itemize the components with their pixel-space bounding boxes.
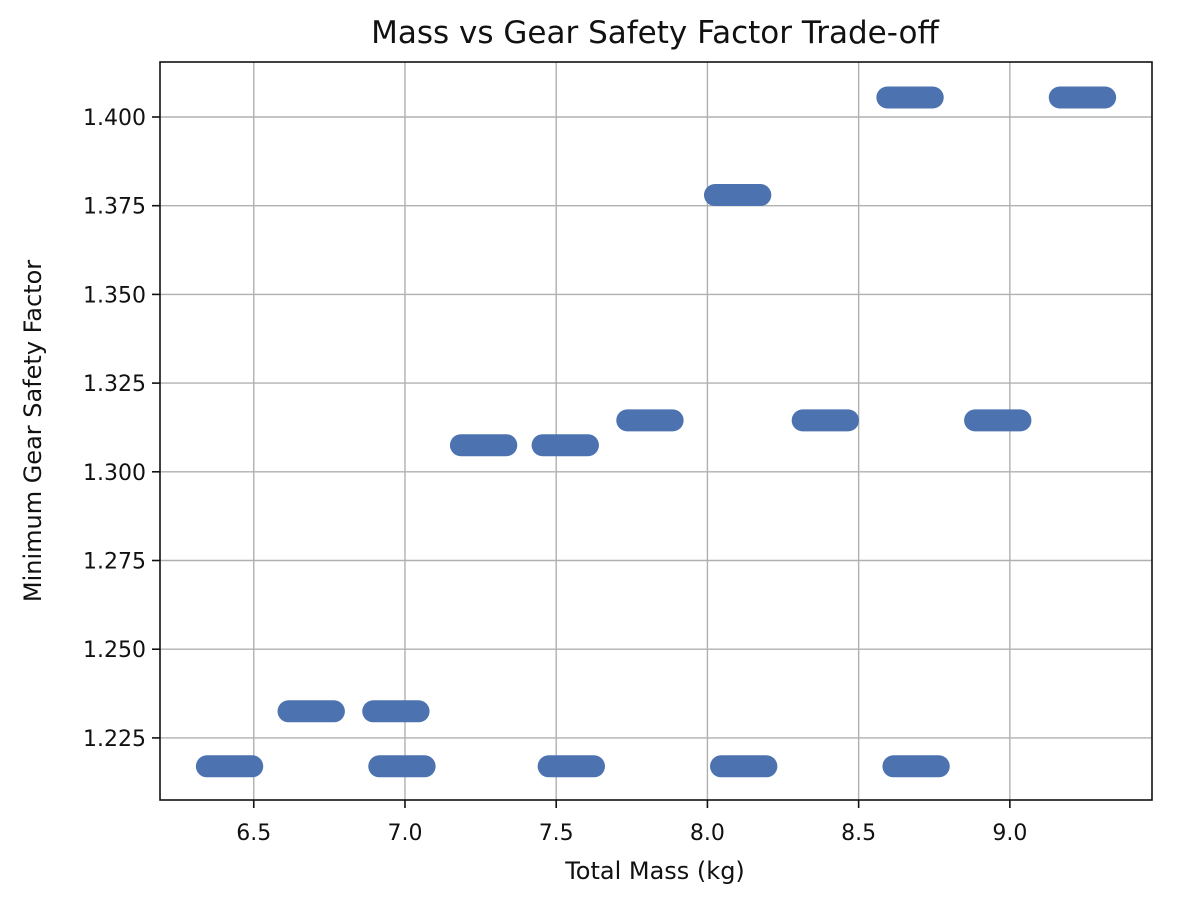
plot-frame bbox=[159, 61, 1153, 801]
x-tick-label: 8.5 bbox=[841, 821, 876, 846]
x-axis: 6.5 7.0 7.5 8.0 8.5 9.0 bbox=[236, 800, 1027, 846]
y-tick-label: 1.375 bbox=[83, 195, 146, 220]
y-axis-label: Minimum Gear Safety Factor bbox=[19, 260, 47, 602]
x-axis-label: Total Mass (kg) bbox=[564, 857, 745, 885]
x-tick-label: 7.5 bbox=[539, 821, 574, 846]
y-axis: 1.225 1.250 1.275 1.300 1.325 1.350 1.375 1.400 bbox=[83, 106, 160, 752]
y-tick-label: 1.225 bbox=[83, 727, 146, 752]
y-tick-label: 1.325 bbox=[83, 372, 146, 397]
y-tick-label: 1.400 bbox=[83, 106, 146, 131]
x-tick-label: 6.5 bbox=[236, 821, 271, 846]
x-tick-label: 8.0 bbox=[690, 821, 725, 846]
x-tick-label: 7.0 bbox=[387, 821, 422, 846]
chart-title: Mass vs Gear Safety Factor Trade-off bbox=[371, 15, 939, 51]
x-tick-label: 9.0 bbox=[992, 821, 1027, 846]
data-points bbox=[195, 86, 1117, 778]
y-tick-label: 1.350 bbox=[83, 283, 146, 308]
y-tick-label: 1.300 bbox=[83, 461, 146, 486]
y-tick-label: 1.250 bbox=[83, 638, 146, 663]
y-tick-label: 1.275 bbox=[83, 550, 146, 575]
